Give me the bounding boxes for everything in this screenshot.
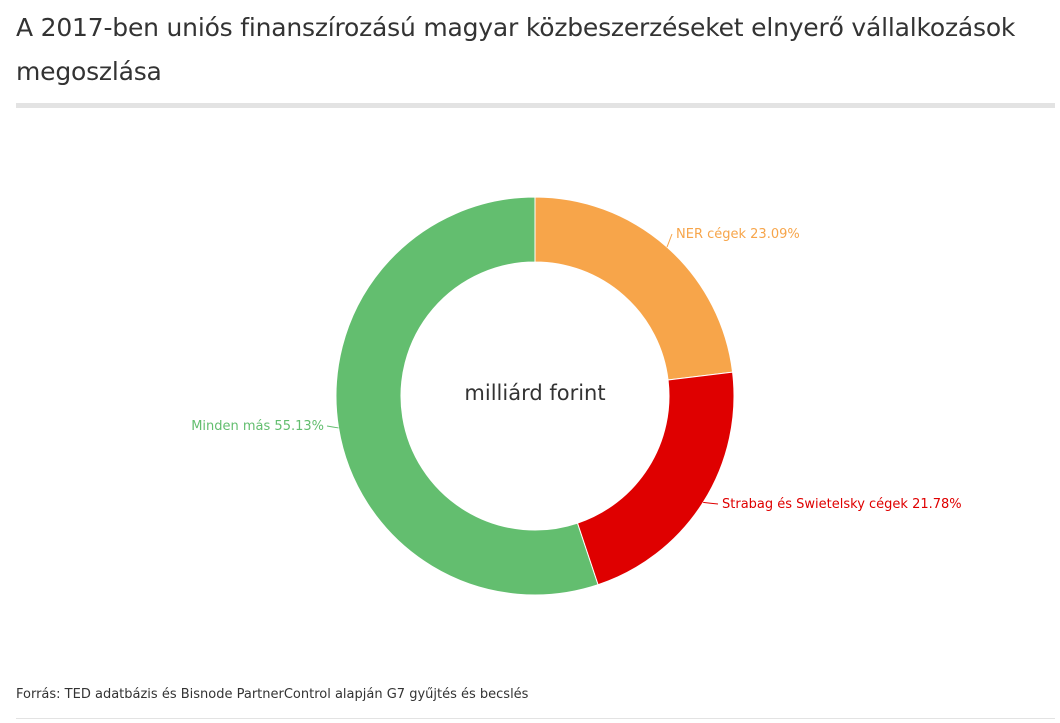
footer-divider	[16, 718, 1055, 719]
source-note: Forrás: TED adatbázis és Bisnode Partner…	[16, 687, 529, 702]
slice-labels: NER cégek 23.09% Strabag és Swietelsky cé…	[191, 227, 961, 512]
center-label: milliárd forint	[464, 381, 605, 405]
leader-line	[666, 233, 673, 248]
slice-label: Strabag és Swietelsky cégek 21.78%	[722, 497, 962, 512]
donut-slice[interactable]	[534, 196, 734, 381]
leader-line	[703, 501, 719, 505]
leader-lines	[326, 233, 719, 505]
donut-slices	[335, 196, 735, 596]
slice-label: NER cégek 23.09%	[676, 227, 800, 242]
slice-label: Minden más 55.13%	[191, 419, 324, 434]
donut-slice[interactable]	[335, 196, 599, 596]
leader-line	[326, 425, 339, 429]
donut-chart: NER cégek 23.09% Strabag és Swietelsky cé…	[191, 196, 962, 596]
chart-title: A 2017-ben uniós finanszírozású magyar k…	[16, 13, 1016, 86]
title-divider	[16, 103, 1055, 108]
